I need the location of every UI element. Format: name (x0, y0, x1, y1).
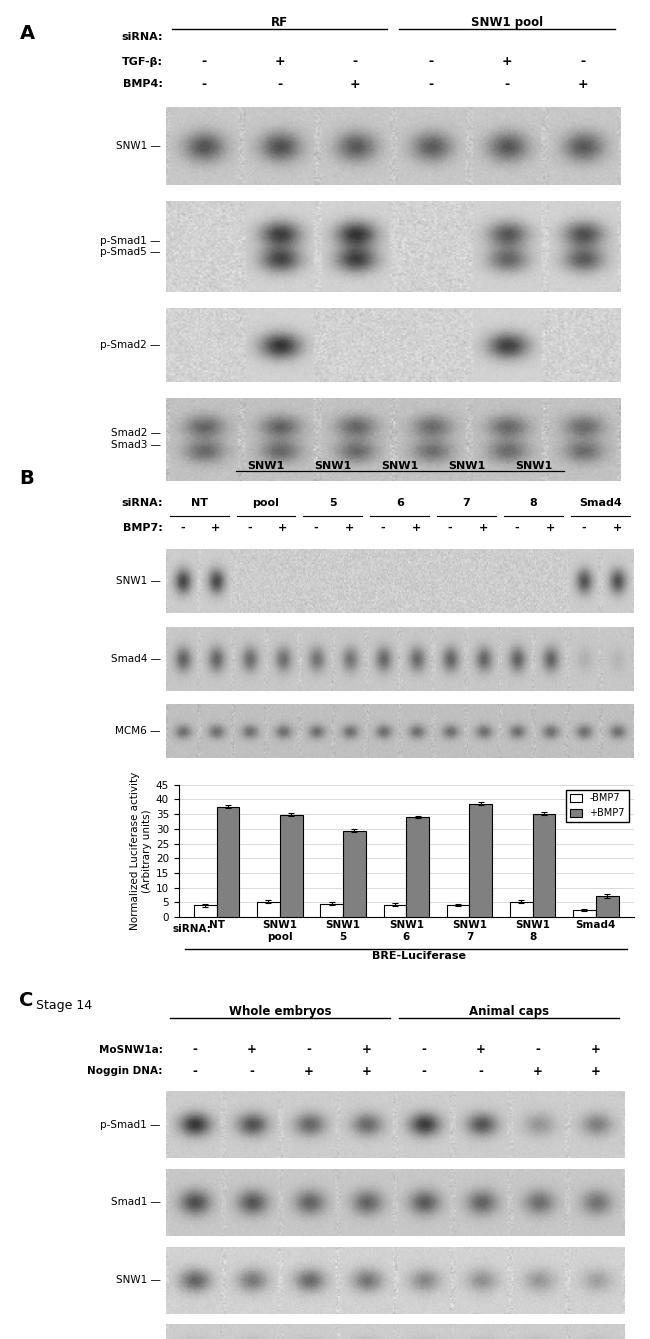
Text: C: C (20, 991, 34, 1010)
Text: SNW1 —: SNW1 — (116, 141, 161, 151)
Text: Smad2 —
Smad3 —: Smad2 — Smad3 — (111, 428, 161, 450)
Text: p-Smad1 —
p-Smad5 —: p-Smad1 — p-Smad5 — (100, 236, 161, 257)
Text: BMP4:: BMP4: (123, 79, 162, 90)
Text: -: - (201, 78, 206, 91)
Text: 5: 5 (329, 498, 337, 509)
Text: +: + (412, 522, 421, 533)
Bar (343, 832, 366, 917)
Text: -: - (381, 522, 385, 533)
Text: +: + (361, 1065, 371, 1078)
Text: SNW1 pool: SNW1 pool (471, 16, 543, 29)
Text: -: - (314, 522, 318, 533)
Text: siRNA:: siRNA: (121, 32, 162, 43)
Text: +: + (545, 522, 555, 533)
Text: +: + (211, 522, 220, 533)
Text: TGF-β:: TGF-β: (122, 56, 162, 67)
Text: A: A (20, 24, 34, 43)
Text: NT: NT (190, 498, 208, 509)
Text: -: - (201, 55, 206, 68)
Text: Whole embryos: Whole embryos (229, 1004, 332, 1018)
Text: +: + (278, 522, 287, 533)
Text: SNW1 —: SNW1 — (116, 1275, 161, 1285)
Text: siRNA:: siRNA: (121, 498, 162, 509)
Text: SNW1: SNW1 (381, 462, 419, 471)
Text: 6: 6 (396, 498, 404, 509)
Text: BRE-Luciferase: BRE-Luciferase (372, 951, 466, 960)
Text: 7: 7 (463, 498, 471, 509)
Text: 8: 8 (530, 498, 538, 509)
Text: -: - (514, 522, 519, 533)
Text: +: + (274, 55, 285, 68)
Text: -: - (581, 522, 586, 533)
Text: +: + (304, 1065, 314, 1078)
Bar (216, 806, 239, 917)
Bar (280, 814, 303, 917)
Bar (384, 905, 406, 917)
Text: -: - (277, 78, 282, 91)
Text: -: - (428, 78, 434, 91)
Text: -: - (247, 522, 252, 533)
Text: -: - (428, 55, 434, 68)
Text: BMP7:: BMP7: (123, 522, 162, 533)
Text: -: - (580, 55, 586, 68)
Text: RF: RF (271, 16, 288, 29)
Text: p-Smad2 —: p-Smad2 — (100, 340, 161, 349)
Text: +: + (350, 78, 361, 91)
Text: B: B (20, 469, 34, 487)
Text: +: + (577, 78, 588, 91)
Text: Smad4 —: Smad4 — (111, 653, 161, 664)
Text: -: - (249, 1065, 254, 1078)
Text: +: + (247, 1043, 257, 1056)
Text: -: - (421, 1043, 426, 1056)
Bar (320, 904, 343, 917)
Text: SNW1: SNW1 (314, 462, 352, 471)
Text: SNW1: SNW1 (248, 462, 285, 471)
Bar (573, 911, 596, 917)
Text: +: + (345, 522, 354, 533)
Bar (406, 817, 429, 917)
Text: +: + (502, 55, 512, 68)
Text: -: - (478, 1065, 483, 1078)
Text: SNW1: SNW1 (515, 462, 552, 471)
Text: -: - (448, 522, 452, 533)
Text: -: - (536, 1043, 541, 1056)
Text: +: + (533, 1065, 543, 1078)
Text: +: + (361, 1043, 371, 1056)
Text: +: + (590, 1065, 601, 1078)
Text: -: - (192, 1043, 197, 1056)
Text: +: + (476, 1043, 486, 1056)
Text: SNW1 —: SNW1 — (116, 576, 161, 586)
Bar (596, 896, 619, 917)
Y-axis label: Normalized Luciferase activity
(Arbitrary units): Normalized Luciferase activity (Arbitrar… (130, 771, 151, 931)
Text: siRNA:: siRNA: (172, 924, 211, 933)
Text: Smad4: Smad4 (579, 498, 621, 509)
Bar (447, 905, 469, 917)
Text: SNW1: SNW1 (448, 462, 486, 471)
Bar (194, 905, 216, 917)
Text: -: - (504, 78, 510, 91)
Bar (532, 814, 555, 917)
Text: pool: pool (253, 498, 280, 509)
Text: -: - (353, 55, 358, 68)
Text: MCM6 —: MCM6 — (115, 726, 161, 736)
Text: Stage 14: Stage 14 (36, 999, 92, 1012)
Bar (469, 803, 492, 917)
Text: +: + (478, 522, 488, 533)
Text: -: - (421, 1065, 426, 1078)
Text: MoSNW1a:: MoSNW1a: (99, 1044, 162, 1055)
Text: p-Smad1 —: p-Smad1 — (100, 1119, 161, 1130)
Text: +: + (612, 522, 621, 533)
Text: Smad1 —: Smad1 — (111, 1197, 161, 1208)
Text: -: - (192, 1065, 197, 1078)
Text: +: + (590, 1043, 601, 1056)
Text: Animal caps: Animal caps (469, 1004, 549, 1018)
Text: -: - (180, 522, 185, 533)
Bar (510, 902, 532, 917)
Legend: -BMP7, +BMP7: -BMP7, +BMP7 (566, 790, 629, 822)
Text: -: - (307, 1043, 311, 1056)
Bar (257, 901, 280, 917)
Text: Noggin DNA:: Noggin DNA: (87, 1066, 162, 1077)
